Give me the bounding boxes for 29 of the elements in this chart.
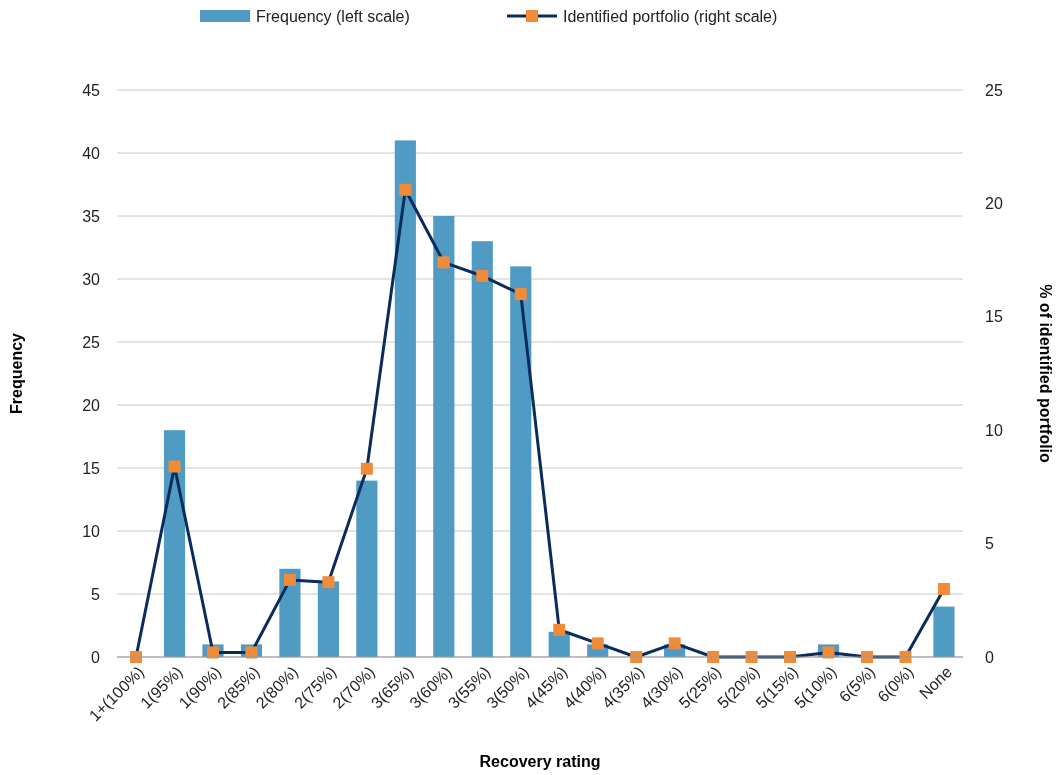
- y2-tick-label: 10: [985, 421, 1003, 439]
- bar: [163, 430, 186, 657]
- y-tick-label: 30: [82, 270, 101, 288]
- bar: [356, 480, 378, 657]
- y2-tick-label: 0: [985, 648, 994, 666]
- bar: [433, 216, 455, 657]
- y-axis-title: Frequency: [8, 332, 25, 414]
- y2-axis-title: % of identified portfolio: [1037, 284, 1054, 464]
- y2-tick-label: 20: [985, 195, 1003, 212]
- y-tick-label: 45: [82, 81, 101, 99]
- y-tick-label: 5: [91, 585, 101, 603]
- y2-tick-label: 25: [985, 81, 1003, 99]
- y-tick-label: 10: [82, 522, 101, 540]
- bar: [933, 606, 955, 657]
- bar: [394, 140, 416, 657]
- y-tick-label: 15: [82, 459, 101, 477]
- legend-label: Frequency (left scale): [256, 7, 410, 25]
- y2-tick-label: 15: [985, 308, 1003, 326]
- y-tick-label: 40: [82, 144, 101, 162]
- bar: [510, 266, 532, 657]
- y-tick-label: 0: [91, 648, 101, 666]
- legend-label: Identified portfolio (right scale): [563, 7, 778, 25]
- x-axis-title: Recovery rating: [479, 753, 601, 770]
- y-tick-label: 35: [82, 207, 101, 225]
- y-tick-label: 25: [82, 333, 101, 351]
- y-tick-label: 20: [82, 396, 101, 414]
- bar: [471, 241, 493, 657]
- bar: [317, 581, 339, 657]
- y2-tick-label: 5: [985, 535, 994, 553]
